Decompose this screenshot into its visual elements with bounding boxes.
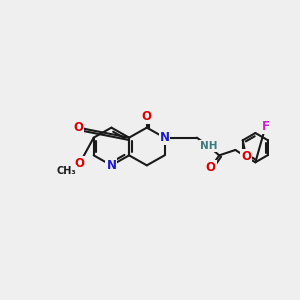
Text: CH₃: CH₃ (56, 166, 76, 176)
Text: O: O (142, 110, 152, 123)
Text: N: N (106, 159, 116, 172)
Text: O: O (75, 157, 85, 169)
Text: O: O (61, 164, 71, 177)
Text: O: O (206, 161, 216, 174)
Text: F: F (261, 120, 269, 134)
Text: O: O (73, 121, 83, 134)
Text: NH: NH (200, 141, 217, 151)
Text: O: O (241, 150, 251, 164)
Text: N: N (160, 131, 170, 144)
